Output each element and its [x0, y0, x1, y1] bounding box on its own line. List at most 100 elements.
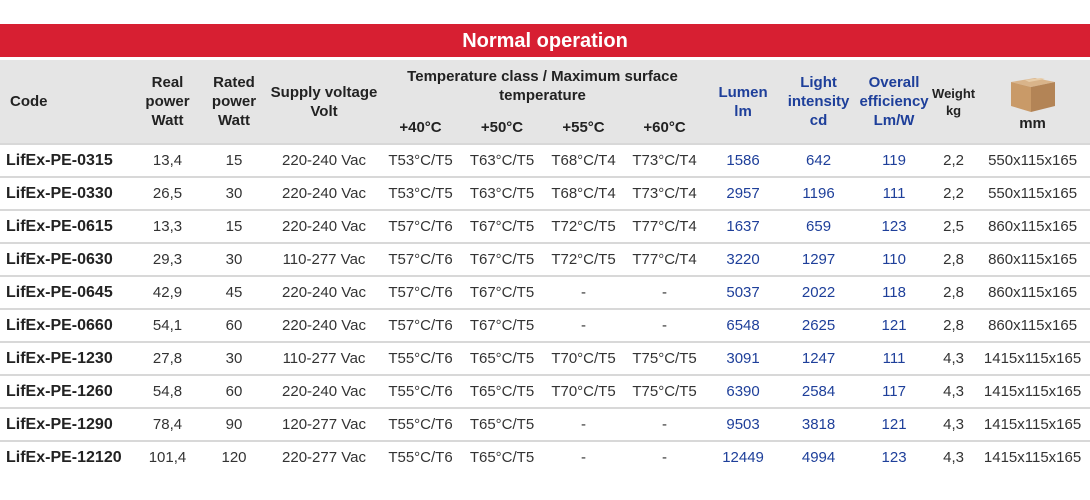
cell: 3220 — [705, 242, 782, 276]
box-icon — [1010, 78, 1055, 112]
cell: 54,8 — [135, 374, 200, 408]
cell: 659 — [781, 209, 857, 243]
cell: 220-240 Vac — [268, 143, 380, 177]
cell: T67°C/T5 — [461, 275, 543, 309]
table-row: LifEx-PE-0315 13,4 15 220-240 Vac T53°C/T5 T6… — [0, 143, 1090, 177]
cell: 2,2 — [932, 143, 976, 177]
cell: T53°C/T5 — [380, 176, 461, 210]
table-row: LifEx-PE-0615 13,3 15 220-240 Vac T57°C/T6 T6… — [0, 209, 1090, 243]
cell: 1637 — [705, 209, 782, 243]
cell: 550x115x165 — [975, 176, 1090, 210]
cell: - — [624, 407, 706, 441]
header-text: Rated — [213, 74, 255, 91]
header-text: Light — [800, 74, 837, 91]
cell: 118 — [856, 275, 933, 309]
header-text: power — [145, 93, 190, 110]
cell: T67°C/T5 — [461, 242, 543, 276]
cell: T75°C/T5 — [624, 341, 706, 375]
sub-header: +40°C — [380, 112, 461, 144]
cell: 2625 — [781, 308, 857, 342]
cell: T63°C/T5 — [461, 176, 543, 210]
cell: 550x115x165 — [975, 143, 1090, 177]
cell: 15 — [200, 143, 268, 177]
cell: 60 — [200, 374, 268, 408]
cell: 220-240 Vac — [268, 209, 380, 243]
row-code: LifEx-PE-1230 — [0, 341, 135, 375]
cell: 3818 — [781, 407, 857, 441]
cell: 220-240 Vac — [268, 176, 380, 210]
header-text: cd — [809, 112, 828, 129]
cell: T53°C/T5 — [380, 143, 461, 177]
cell: 2957 — [705, 176, 782, 210]
table-row: LifEx-PE-1230 27,8 30 110-277 Vac T55°C/T6 T6… — [0, 341, 1090, 375]
table-row: LifEx-PE-0660 54,1 60 220-240 Vac T57°C/T6 T6… — [0, 308, 1090, 342]
cell: 220-240 Vac — [268, 275, 380, 309]
cell: 2,8 — [932, 242, 976, 276]
cell: 6548 — [705, 308, 782, 342]
cell: 60 — [200, 308, 268, 342]
cell: 1586 — [705, 143, 782, 177]
cell: 860x115x165 — [975, 209, 1090, 243]
table-row: LifEx-PE-0330 26,5 30 220-240 Vac T53°C/T5 T6… — [0, 176, 1090, 210]
cell: T57°C/T6 — [380, 242, 461, 276]
row-code: LifEx-PE-0660 — [0, 308, 135, 342]
cell: 220-240 Vac — [268, 308, 380, 342]
sub-header: +60°C — [624, 112, 706, 144]
cell: 4994 — [781, 440, 857, 473]
cell: 42,9 — [135, 275, 200, 309]
cell: 2,2 — [932, 176, 976, 210]
cell: 2,8 — [932, 308, 976, 342]
cell: 120 — [200, 440, 268, 473]
row-code: LifEx-PE-0315 — [0, 143, 135, 177]
header-text: mm — [1019, 115, 1046, 132]
cell: T57°C/T6 — [380, 308, 461, 342]
header-cell: Lumen lm — [705, 60, 782, 144]
cell: T67°C/T5 — [461, 308, 543, 342]
table-row: LifEx-PE-1260 54,8 60 220-240 Vac T55°C/T6 T6… — [0, 374, 1090, 408]
row-code: LifEx-PE-0615 — [0, 209, 135, 243]
table-row: LifEx-PE-12120 101,4 120 220-277 Vac T55°C/T… — [0, 440, 1090, 473]
cell: 2584 — [781, 374, 857, 408]
cell: 4,3 — [932, 374, 976, 408]
cell: 13,3 — [135, 209, 200, 243]
header-text: intensity — [787, 93, 850, 110]
data-table: Code Real power Watt Rated power Watt Supply… — [0, 60, 1090, 473]
cell: 1415x115x165 — [975, 407, 1090, 441]
cell: T73°C/T4 — [624, 143, 706, 177]
cell: 860x115x165 — [975, 275, 1090, 309]
cell: T70°C/T5 — [543, 341, 624, 375]
table-title: Normal operation — [0, 24, 1090, 60]
sub-header: +50°C — [461, 112, 543, 144]
header-cell: Weight kg — [932, 60, 975, 144]
row-code: LifEx-PE-1260 — [0, 374, 135, 408]
table-row: LifEx-PE-0630 29,3 30 110-277 Vac T57°C/T6 T6… — [0, 242, 1090, 276]
header-cell: Real power Watt — [135, 60, 200, 144]
cell: 2,5 — [932, 209, 976, 243]
header-text: Real — [151, 74, 184, 91]
cell: T63°C/T5 — [461, 143, 543, 177]
header-text: Code — [10, 93, 48, 110]
cell: 110-277 Vac — [268, 341, 380, 375]
cell: 111 — [856, 341, 933, 375]
header-text: Volt — [310, 102, 338, 120]
header-text: Supply voltage — [270, 83, 378, 101]
header-text: Watt — [151, 112, 184, 129]
cell: T68°C/T4 — [543, 143, 624, 177]
cell: 29,3 — [135, 242, 200, 276]
cell: 12449 — [705, 440, 782, 473]
cell: - — [543, 308, 624, 342]
cell: T65°C/T5 — [461, 341, 543, 375]
cell: 642 — [781, 143, 857, 177]
cell: T65°C/T5 — [461, 440, 543, 473]
header-text: Overall — [868, 74, 920, 91]
cell: 2,8 — [932, 275, 976, 309]
cell: 1415x115x165 — [975, 341, 1090, 375]
cell: T55°C/T6 — [380, 374, 461, 408]
cell: 121 — [856, 407, 933, 441]
cell: 860x115x165 — [975, 242, 1090, 276]
header-text: Lm/W — [873, 112, 915, 129]
table-row: LifEx-PE-1290 78,4 90 120-277 Vac T55°C/T6 T6… — [0, 407, 1090, 441]
cell: 111 — [856, 176, 933, 210]
cell: 119 — [856, 143, 933, 177]
cell: 6390 — [705, 374, 782, 408]
